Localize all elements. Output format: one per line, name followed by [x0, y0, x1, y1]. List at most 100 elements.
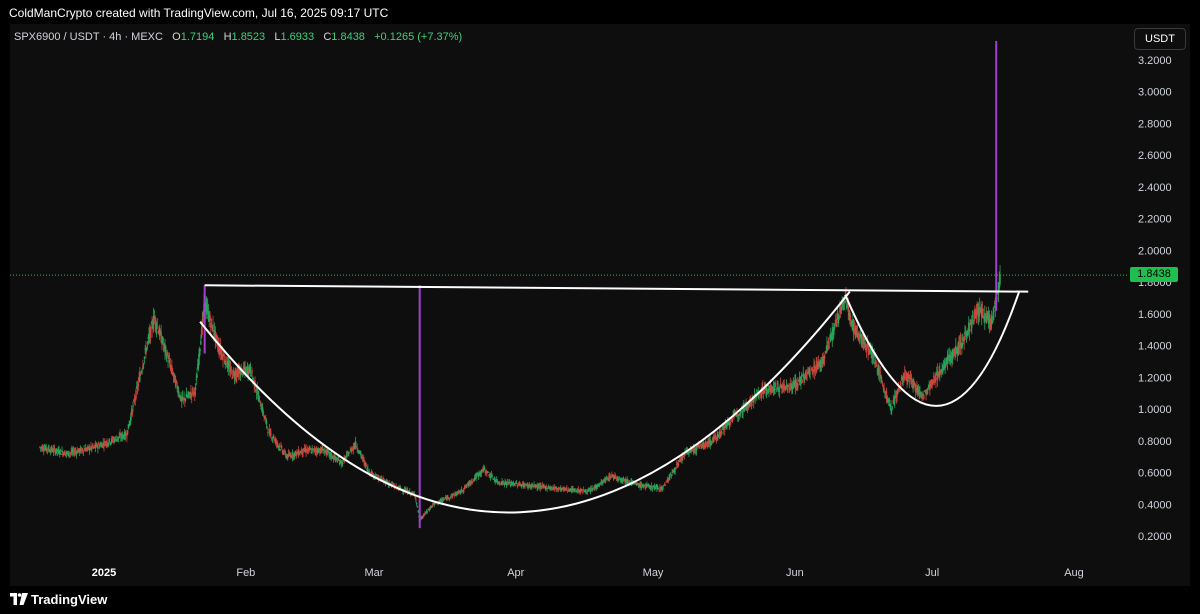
- candle-body: [101, 444, 103, 448]
- symbol-label[interactable]: SPX6900 / USDT · 4h · MEXC: [14, 31, 163, 43]
- candle-body: [56, 448, 58, 453]
- candle-body: [593, 487, 596, 489]
- candle-body: [483, 467, 486, 470]
- candle-body: [58, 449, 60, 454]
- candle-body: [439, 499, 441, 502]
- candle-body: [848, 312, 850, 316]
- candle-body: [291, 452, 294, 457]
- candle-body: [270, 433, 272, 435]
- candle-body: [292, 454, 294, 458]
- tradingview-logo-icon[interactable]: [10, 593, 28, 605]
- candle-body: [963, 335, 965, 342]
- open-label: O: [172, 31, 181, 43]
- candle-body: [499, 483, 501, 485]
- candle-body: [239, 369, 242, 377]
- candle-body: [810, 369, 813, 371]
- candle-body: [344, 457, 346, 459]
- candle-body: [556, 488, 558, 489]
- candle-body: [768, 388, 770, 390]
- candle-body: [565, 489, 567, 490]
- candle-body: [290, 455, 292, 458]
- candle-body: [329, 453, 332, 456]
- candle-body: [185, 393, 188, 398]
- candle-body: [40, 447, 42, 449]
- tradingview-brand-text[interactable]: TradingView: [31, 592, 108, 607]
- candle-body: [473, 477, 476, 480]
- candle-body: [51, 447, 53, 451]
- candle-body: [412, 492, 414, 494]
- candle-body: [889, 403, 891, 406]
- candle-body: [386, 480, 388, 483]
- candle-body: [531, 485, 534, 487]
- candle-body: [371, 472, 374, 476]
- candle-body: [167, 360, 169, 363]
- candle-body: [469, 481, 471, 483]
- candle-body: [738, 413, 740, 416]
- candle-body: [88, 447, 91, 451]
- candle-body: [917, 388, 920, 392]
- candle-body: [105, 441, 107, 444]
- candle-body: [100, 443, 102, 445]
- candle-body: [669, 474, 672, 475]
- candle-body: [720, 432, 723, 434]
- candle-body: [573, 489, 575, 491]
- candle-body: [191, 389, 194, 391]
- candle-body: [929, 383, 931, 391]
- candle-body: [126, 436, 128, 438]
- candle-body: [338, 462, 341, 465]
- candle-body: [883, 388, 885, 391]
- candle-body: [490, 474, 493, 478]
- candle-body: [993, 302, 996, 304]
- currency-button[interactable]: USDT: [1134, 28, 1186, 50]
- candle-body: [850, 322, 853, 323]
- candle-body: [594, 486, 596, 489]
- candle-body: [698, 444, 700, 448]
- candle-body: [495, 480, 497, 482]
- candle-body: [932, 381, 934, 385]
- candle-body: [778, 389, 780, 392]
- candle-body: [345, 454, 348, 457]
- candle-body: [362, 458, 364, 459]
- high-value: 1.8523: [231, 31, 266, 43]
- candle-body: [447, 498, 450, 499]
- candle-body: [210, 319, 213, 321]
- candle-body: [466, 485, 468, 487]
- candle-body: [657, 488, 660, 490]
- candle-body: [620, 479, 622, 481]
- candle-body: [491, 474, 493, 476]
- candle-body: [110, 438, 113, 442]
- candle-body: [243, 369, 246, 371]
- y-tick-label: 2.4000: [1138, 182, 1172, 194]
- candle-body: [78, 449, 81, 453]
- candle-body: [849, 315, 851, 319]
- candle-body: [354, 441, 357, 447]
- candle-body: [440, 499, 442, 501]
- candle-body: [114, 437, 117, 438]
- candle-body: [152, 315, 155, 325]
- candle-body: [90, 445, 92, 448]
- candle-body: [451, 494, 453, 496]
- candle-body: [826, 344, 829, 348]
- candle-body: [765, 390, 768, 394]
- candle-body: [726, 422, 728, 427]
- candle-body: [382, 478, 384, 480]
- candle-body: [528, 484, 531, 486]
- candle-body: [668, 477, 670, 480]
- candle-body: [262, 411, 265, 415]
- candle-body: [257, 395, 259, 400]
- candle-body: [244, 366, 246, 371]
- candle-body: [303, 447, 306, 451]
- candle-body: [256, 388, 258, 391]
- candle-body: [675, 464, 678, 466]
- x-tick-label: 2025: [92, 567, 116, 579]
- candle-body: [548, 488, 551, 490]
- candle-body: [727, 422, 730, 426]
- candle-body: [94, 446, 96, 448]
- candle-body: [207, 311, 210, 320]
- candle-body: [161, 340, 163, 345]
- candle-body: [898, 388, 901, 391]
- candle-body: [552, 487, 554, 489]
- candle-body: [271, 438, 274, 439]
- candle-body: [544, 486, 547, 490]
